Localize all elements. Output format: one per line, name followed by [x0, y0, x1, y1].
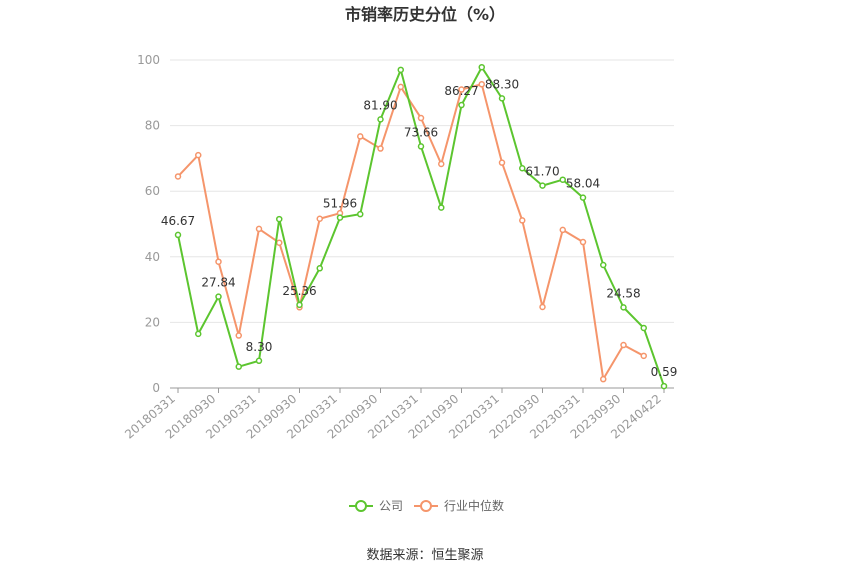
y-tick-label-100: 100	[137, 53, 160, 67]
data-point-0-18	[539, 182, 546, 189]
data-label-16: 88.30	[485, 77, 519, 91]
y-tick-label-80: 80	[145, 119, 160, 133]
data-point-1-20	[579, 238, 587, 246]
data-point-1-15	[478, 81, 485, 88]
y-tick-label-20: 20	[145, 315, 160, 329]
data-point-0-0	[174, 231, 182, 239]
data-point-1-11	[397, 83, 404, 91]
data-point-1-9	[357, 133, 364, 140]
series-1	[174, 81, 647, 383]
legend[interactable]: 公司 行业中位数	[349, 498, 504, 513]
data-point-0-22	[620, 304, 627, 311]
data-point-1-16	[498, 159, 506, 166]
data-point-1-0	[174, 173, 182, 180]
data-point-1-22	[620, 341, 627, 349]
x-axis: 2018033120180930201903312019093020200331…	[122, 387, 674, 442]
data-point-0-14	[458, 101, 465, 109]
legend-item-1[interactable]: 行业中位数	[414, 498, 504, 513]
data-point-0-19	[559, 176, 566, 183]
data-point-1-12	[417, 114, 425, 122]
data-point-0-3	[235, 363, 242, 370]
data-point-1-2	[215, 258, 222, 265]
grid-lines	[170, 59, 674, 323]
series-group	[174, 63, 668, 390]
data-point-0-13	[438, 204, 445, 211]
legend-marker-1	[420, 500, 432, 512]
data-point-0-5	[276, 215, 283, 223]
data-source: 数据来源：恒生聚源	[366, 548, 483, 563]
data-point-1-1	[195, 151, 202, 159]
data-label-20: 58.04	[566, 177, 600, 191]
series-line-1	[177, 83, 645, 381]
data-label-0: 46.67	[161, 214, 195, 228]
data-point-0-12	[417, 143, 425, 150]
data-point-1-21	[600, 375, 607, 383]
data-label-6: 25.36	[282, 284, 316, 298]
y-tick-label-40: 40	[145, 250, 160, 264]
data-point-0-16	[498, 95, 506, 102]
legend-label-0: 公司	[379, 499, 403, 513]
data-label-4: 8.30	[246, 340, 273, 354]
legend-item-0[interactable]: 公司	[349, 499, 403, 513]
data-point-1-4	[255, 225, 263, 233]
data-label-14: 86.27	[444, 84, 478, 98]
data-point-0-8	[336, 214, 344, 221]
data-point-0-11	[397, 66, 404, 74]
data-label-22: 24.58	[606, 286, 640, 300]
y-axis: 0 20 40 60 80 100	[137, 53, 160, 395]
data-point-0-17	[519, 164, 526, 172]
data-point-1-10	[377, 145, 384, 152]
data-label-2: 27.84	[201, 276, 235, 290]
data-point-1-17	[519, 217, 526, 224]
data-label-18: 61.70	[525, 165, 559, 179]
data-point-0-6	[296, 301, 303, 309]
legend-label-1: 行业中位数	[444, 498, 504, 513]
data-point-0-15	[478, 63, 485, 71]
data-label-12: 73.66	[404, 125, 438, 139]
data-point-0-10	[377, 116, 384, 123]
data-point-0-9	[357, 210, 364, 218]
data-label-24: 0.59	[651, 365, 678, 379]
data-point-0-21	[600, 261, 607, 269]
y-tick-label-60: 60	[145, 184, 160, 198]
data-label-10: 81.90	[363, 98, 397, 112]
data-point-1-13	[438, 160, 445, 168]
data-point-1-14	[458, 86, 465, 93]
data-point-1-23	[640, 352, 647, 360]
data-point-1-5	[276, 239, 283, 246]
data-point-1-18	[539, 303, 546, 311]
data-point-0-7	[316, 265, 323, 272]
data-label-8: 51.96	[323, 197, 357, 211]
data-point-1-3	[235, 332, 242, 339]
y-tick-label-0: 0	[152, 381, 160, 395]
data-point-1-7	[316, 215, 323, 223]
data-labels: 46.67 27.84 8.30 25.36 51.96 81.90 73.66 86.27 8…	[161, 77, 678, 379]
legend-marker-0	[355, 500, 367, 512]
data-point-0-23	[640, 324, 647, 332]
data-point-1-19	[559, 226, 566, 234]
data-point-0-2	[215, 293, 222, 300]
data-point-0-1	[195, 330, 202, 338]
series-0	[174, 63, 668, 390]
data-point-0-20	[579, 194, 587, 201]
data-point-0-24	[660, 382, 668, 390]
chart-title: 市销率历史分位（%）	[345, 5, 505, 24]
data-point-0-4	[255, 357, 263, 365]
